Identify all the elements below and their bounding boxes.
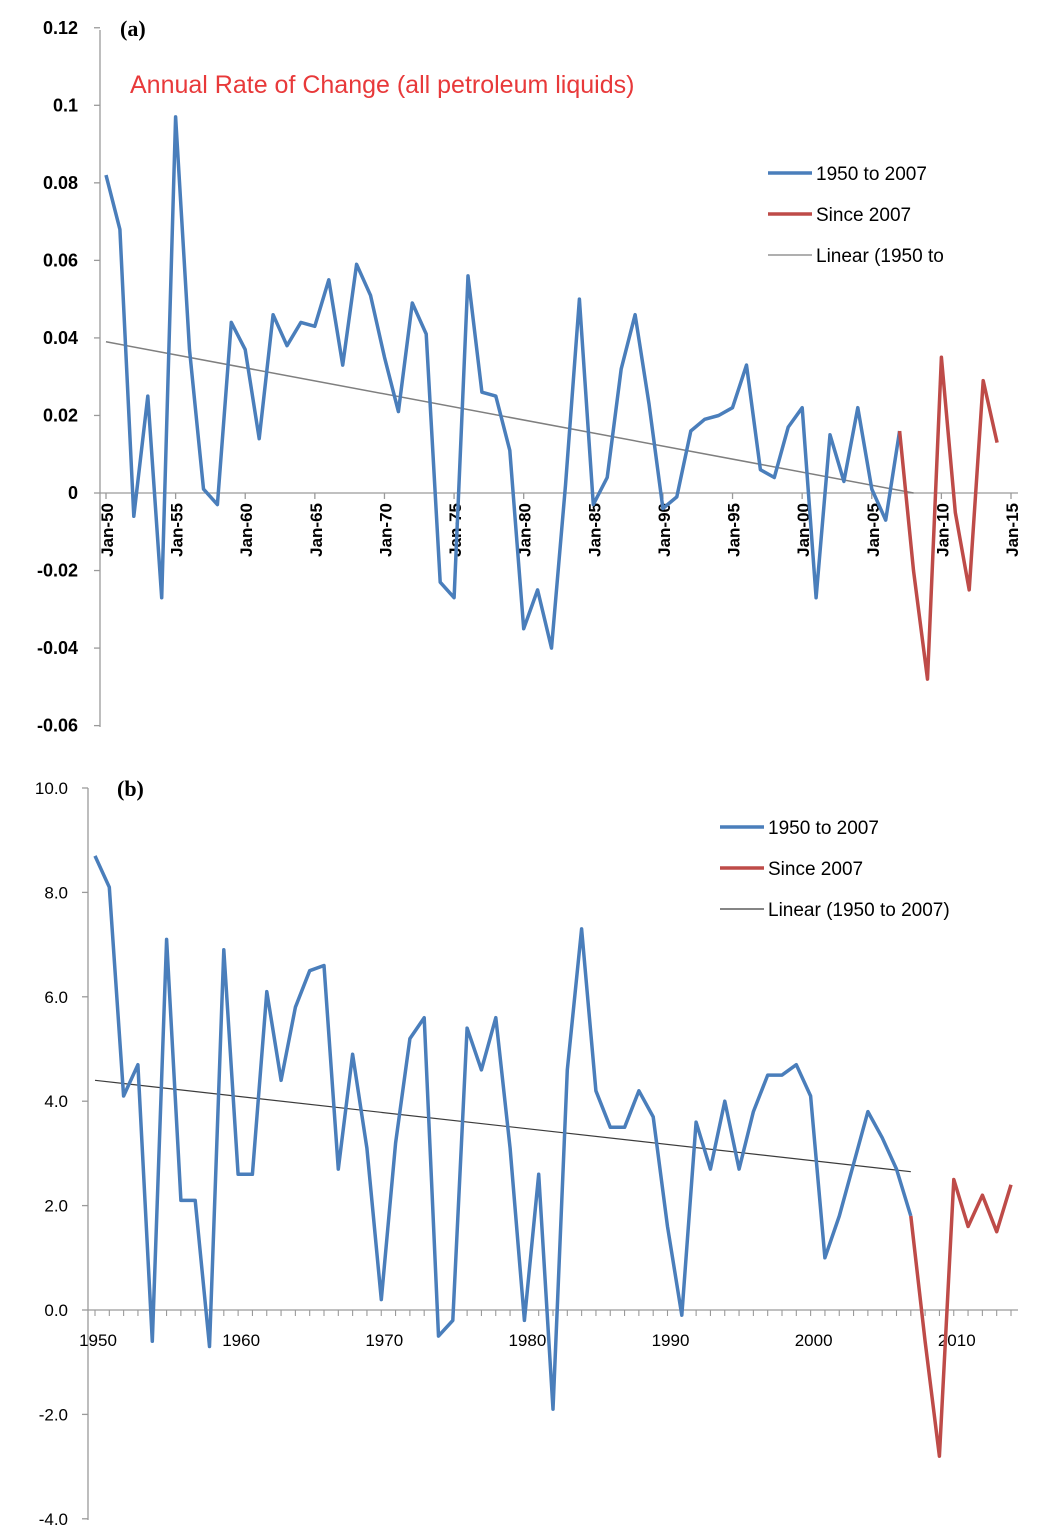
y-tick-label: 8.0	[44, 883, 68, 902]
x-axis-ticks-b: 1950 1960 1970 1980 1990 2000 2010	[79, 1310, 1012, 1350]
x-tick-label: Jan-55	[168, 503, 187, 557]
x-tick-label: Jan-10	[933, 503, 952, 557]
x-tick-label: Jan-70	[376, 503, 395, 557]
series-1950-2007-line-a	[104, 115, 902, 650]
y-axis-ticks-a: 0.12 0.1 0.08 0.06 0.04 0.02 0 -0.02 -0.04 -0.06	[37, 18, 100, 736]
x-tick-label: Jan-80	[516, 503, 535, 557]
y-tick-label: 0.06	[43, 250, 78, 270]
legend-b: 1950 to 2007 Since 2007 Linear (1950 to …	[720, 818, 950, 921]
chart-panel-b: (b) 10.0 8.0 6.0 4.0 2.0 0.0 -2.0 -4.0 1950 1960…	[35, 776, 1018, 1529]
x-tick-label: Jan-05	[864, 503, 883, 557]
legend-label-linear-a: Linear (1950 to	[816, 246, 944, 267]
y-axis-ticks-b: 10.0 8.0 6.0 4.0 2.0 0.0 -2.0 -4.0	[35, 779, 88, 1529]
panel-label-b: (b)	[117, 776, 144, 801]
x-tick-label: Jan-85	[585, 503, 604, 557]
x-tick-label: 1950	[79, 1331, 117, 1350]
chart-title-a: Annual Rate of Change (all petroleum liq…	[130, 71, 634, 99]
legend-label-1950-2007-b: 1950 to 2007	[768, 818, 879, 839]
trendline-b	[94, 1079, 911, 1173]
y-tick-label: 0	[68, 483, 78, 503]
legend-label-since-2007-a: Since 2007	[816, 205, 911, 226]
legend-label-since-2007-b: Since 2007	[768, 859, 863, 880]
x-tick-label: 1970	[365, 1331, 403, 1350]
legend-a: 1950 to 2007 Since 2007 Linear (1950 to	[768, 164, 944, 267]
x-axis-ticks-a: Jan-50 Jan-55 Jan-60 Jan-65 Jan-70 Jan-75 Jan-…	[98, 493, 1022, 557]
x-tick-label: Jan-60	[237, 503, 256, 557]
x-tick-label: Jan-50	[98, 503, 117, 557]
y-tick-label: 4.0	[44, 1092, 68, 1111]
series-since-2007-line-b	[909, 1177, 1013, 1458]
series-since-2007-line-a	[897, 355, 999, 681]
x-tick-label: Jan-95	[725, 503, 744, 557]
x-tick-label: 2000	[795, 1331, 833, 1350]
x-tick-label: Jan-15	[1003, 503, 1022, 557]
x-tick-label: Jan-90	[655, 503, 674, 557]
y-tick-label: -0.04	[37, 638, 78, 658]
y-tick-label: 0.02	[43, 405, 78, 425]
y-tick-label: 0.04	[43, 328, 78, 348]
trendline-a	[105, 341, 914, 494]
y-tick-label: 2.0	[44, 1197, 68, 1216]
panel-label-a: (a)	[120, 16, 146, 41]
data-points-b	[93, 854, 1012, 1458]
x-tick-label: Jan-65	[307, 503, 326, 557]
y-tick-label: 0.08	[43, 173, 78, 193]
chart-panel-a: (a) Annual Rate of Change (all petroleum…	[37, 16, 1022, 736]
x-tick-label: 1990	[652, 1331, 690, 1350]
x-tick-label: 1960	[222, 1331, 260, 1350]
x-tick-label: 1980	[508, 1331, 546, 1350]
y-tick-label: 6.0	[44, 988, 68, 1007]
y-tick-label: -0.06	[37, 716, 78, 736]
y-tick-label: 0.0	[44, 1301, 68, 1320]
y-tick-label: 10.0	[35, 779, 68, 798]
legend-label-1950-2007-a: 1950 to 2007	[816, 164, 927, 185]
y-tick-label: -2.0	[39, 1405, 68, 1424]
y-tick-label: -4.0	[39, 1510, 68, 1529]
y-tick-label: -0.02	[37, 561, 78, 581]
y-tick-label: 0.12	[43, 18, 78, 38]
legend-label-linear-b: Linear (1950 to 2007)	[768, 900, 950, 921]
y-tick-label: 0.1	[53, 95, 78, 115]
data-points-a	[104, 115, 998, 680]
series-1950-2007-line-b	[93, 855, 913, 1411]
